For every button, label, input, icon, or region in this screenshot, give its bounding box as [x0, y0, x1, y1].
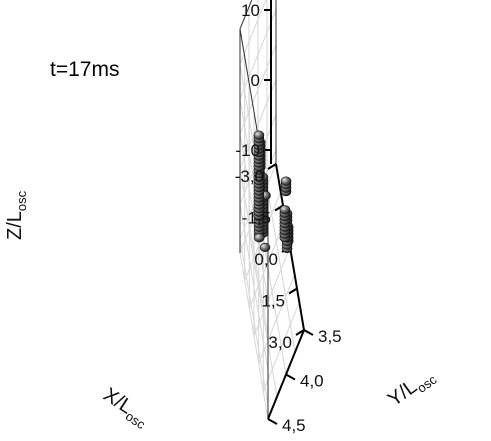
z-tick-label: 0 — [251, 71, 260, 90]
data-point — [280, 176, 292, 186]
y-tick-label: 3,5 — [318, 327, 342, 346]
gridline — [239, 203, 269, 371]
svg-text:X/Losc: X/Losc — [98, 384, 154, 433]
point-column — [253, 233, 265, 243]
z-tick-label: -10 — [235, 141, 260, 160]
x-tick-label: 0,0 — [254, 250, 278, 269]
point-column — [280, 176, 292, 197]
data-point — [259, 242, 271, 252]
data-point — [253, 233, 265, 243]
gridline — [239, 0, 267, 65]
x-tick — [288, 287, 298, 295]
frame-edge — [239, 0, 253, 30]
x-axis-label: X/Losc — [98, 384, 154, 433]
z-tick-label: 10 — [241, 1, 260, 20]
y-tick — [267, 418, 278, 425]
y-tick-label: 4,5 — [282, 416, 306, 435]
y-tick-label: 4,0 — [300, 372, 324, 391]
tick-labels: -1001020-3,0-1,50,01,53,03,54,04,5 — [235, 1, 342, 435]
time-annotation: t=17ms — [50, 58, 119, 81]
x-tick — [267, 163, 277, 170]
y-tick — [285, 373, 296, 381]
y-axis-label: Y/Losc — [384, 363, 440, 413]
y-tick — [303, 329, 314, 336]
gridline — [239, 252, 269, 420]
gridline — [239, 238, 269, 406]
point-column — [279, 205, 291, 243]
x-tick-label: 3,0 — [268, 333, 292, 352]
gridline — [239, 168, 269, 336]
x-tick-label: 1,5 — [261, 292, 285, 311]
z-axis-label: Z/Losc — [4, 190, 29, 240]
data-points — [253, 130, 294, 254]
x-tick — [295, 329, 305, 336]
svg-text:Y/Losc: Y/Losc — [384, 363, 440, 413]
point-column — [259, 242, 271, 252]
data-point — [279, 205, 291, 215]
gridline — [266, 186, 296, 353]
data-point — [253, 130, 265, 140]
svg-text:Z/Losc: Z/Losc — [4, 190, 29, 240]
gridline — [248, 230, 278, 397]
point-column — [253, 130, 265, 217]
x-tick-label: -3,0 — [235, 167, 264, 186]
x-tick-label: -1,5 — [242, 209, 271, 228]
